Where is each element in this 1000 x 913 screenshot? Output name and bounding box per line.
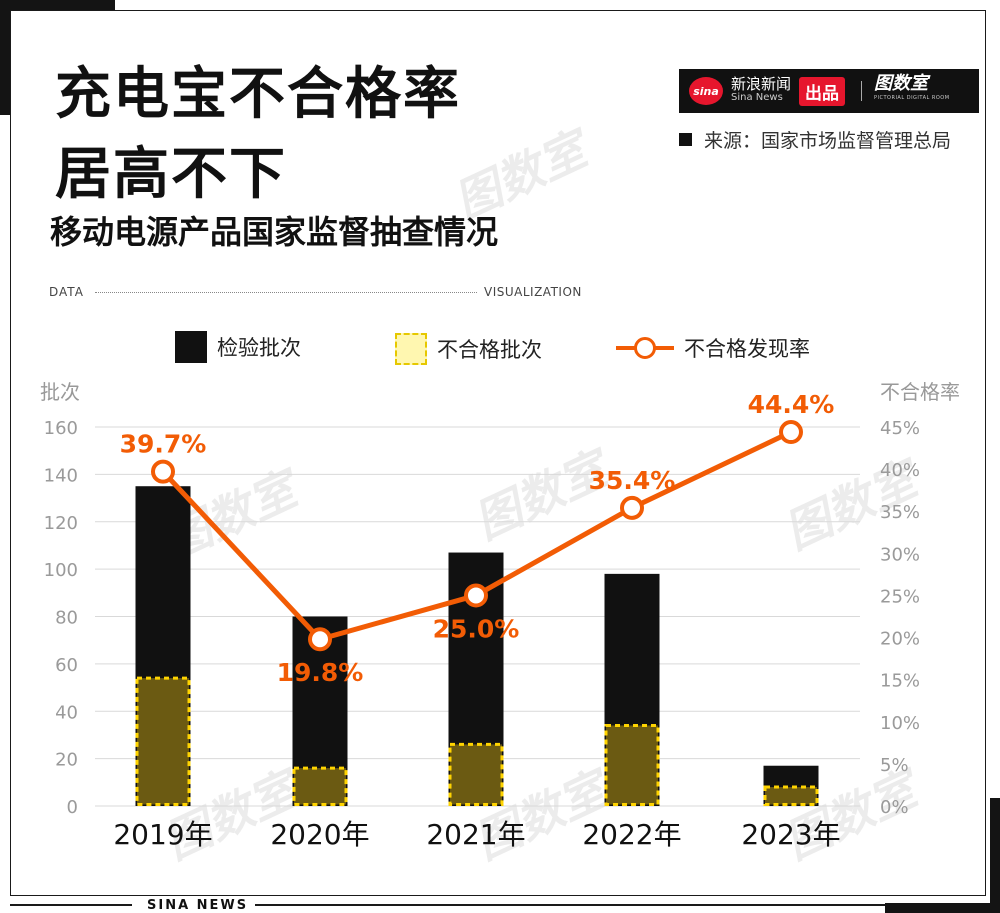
rate-marker bbox=[464, 583, 488, 608]
corner-bottom-right bbox=[885, 903, 1000, 913]
left-axis-title: 批次 bbox=[40, 380, 80, 404]
data-label: 39.7% bbox=[120, 430, 207, 459]
legend-item-unqualified: 不合格批次 bbox=[395, 333, 542, 365]
dotted-divider bbox=[95, 292, 477, 293]
page-title-line2: 居高不下 bbox=[55, 142, 287, 207]
legend-line-marker-icon bbox=[616, 333, 674, 363]
page-subtitle: 移动电源产品国家监督抽查情况 bbox=[50, 213, 499, 251]
legend-swatch-yellow bbox=[395, 333, 427, 365]
brand-name-en: Sina News bbox=[731, 92, 783, 103]
y-tick-label-right: 10% bbox=[880, 713, 920, 734]
divider-label-right: VISUALIZATION bbox=[484, 285, 582, 299]
bar-unqualified bbox=[763, 785, 819, 806]
source-text: 来源：国家市场监督管理总局 bbox=[704, 130, 952, 152]
y-tick-label-left: 20 bbox=[55, 750, 78, 771]
footer-rule-left bbox=[10, 904, 132, 906]
y-tick-label-right: 40% bbox=[880, 460, 920, 481]
divider-label-left: DATA bbox=[49, 285, 84, 299]
y-tick-label-left: 60 bbox=[55, 655, 78, 676]
y-tick-label-left: 140 bbox=[44, 465, 78, 486]
brand-bar: sina 新浪新闻 Sina News 出品 图数室 PICTORIAL DIG… bbox=[679, 69, 979, 113]
x-tick-label: 2022年 bbox=[582, 818, 681, 851]
brand-name: 新浪新闻 Sina News bbox=[731, 77, 791, 105]
footer-rule-right bbox=[255, 904, 885, 906]
corner-bottom-right-side bbox=[990, 798, 1000, 913]
data-label: 25.0% bbox=[433, 614, 520, 643]
brand-badge: 出品 bbox=[799, 76, 846, 106]
page-title-line1: 充电宝不合格率 bbox=[55, 62, 461, 127]
x-tick-label: 2021年 bbox=[426, 818, 525, 851]
studio-logo: 图数室 PICTORIAL DIGITAL ROOM bbox=[874, 73, 950, 105]
x-tick-label: 2020年 bbox=[270, 818, 369, 851]
data-label: 44.4% bbox=[748, 390, 835, 419]
legend-swatch-black bbox=[175, 331, 207, 363]
brand-name-cn: 新浪新闻 bbox=[731, 75, 792, 93]
legend-label: 不合格发现率 bbox=[684, 337, 810, 361]
studio-name: 图数室 bbox=[874, 73, 929, 94]
y-tick-label-right: 35% bbox=[880, 502, 920, 523]
legend-label: 检验批次 bbox=[217, 336, 301, 360]
rate-marker bbox=[308, 627, 332, 652]
x-tick-label: 2023年 bbox=[741, 818, 840, 851]
legend-label: 不合格批次 bbox=[437, 338, 542, 362]
footer-label: SINA NEWS bbox=[147, 898, 249, 913]
y-tick-label-left: 100 bbox=[44, 560, 78, 581]
source-note: 来源：国家市场监督管理总局 bbox=[679, 126, 951, 153]
legend-item-inspected: 检验批次 bbox=[175, 331, 301, 363]
y-tick-label-left: 120 bbox=[44, 513, 78, 534]
page-frame bbox=[10, 10, 986, 896]
corner-top-left-side bbox=[0, 0, 10, 115]
bar-unqualified bbox=[135, 676, 191, 807]
bar-unqualified bbox=[292, 766, 348, 806]
x-tick-label: 2019年 bbox=[113, 818, 212, 851]
right-axis-title: 不合格率 bbox=[880, 380, 960, 404]
y-tick-label-left: 80 bbox=[55, 608, 78, 629]
y-tick-label-left: 0 bbox=[67, 797, 78, 818]
y-tick-label-right: 30% bbox=[880, 544, 920, 565]
rate-marker bbox=[779, 420, 803, 445]
corner-top-left bbox=[0, 0, 115, 10]
data-label: 19.8% bbox=[277, 658, 364, 687]
legend-item-rate: 不合格发现率 bbox=[616, 333, 810, 363]
y-tick-label-right: 0% bbox=[880, 797, 909, 818]
data-label: 35.4% bbox=[589, 466, 676, 495]
studio-name-en: PICTORIAL DIGITAL ROOM bbox=[874, 95, 950, 101]
y-tick-label-right: 15% bbox=[880, 671, 920, 692]
brand-separator bbox=[861, 81, 863, 101]
bar-unqualified bbox=[448, 742, 504, 806]
y-tick-label-left: 160 bbox=[44, 418, 78, 439]
bar-unqualified bbox=[604, 723, 660, 807]
rate-marker bbox=[620, 495, 644, 520]
sina-logo-icon: sina bbox=[689, 77, 723, 105]
square-bullet-icon bbox=[679, 133, 692, 146]
y-tick-label-right: 5% bbox=[880, 755, 909, 776]
y-tick-label-right: 20% bbox=[880, 629, 920, 650]
rate-marker bbox=[151, 459, 175, 484]
y-tick-label-right: 25% bbox=[880, 586, 920, 607]
y-tick-label-right: 45% bbox=[880, 418, 920, 439]
y-tick-label-left: 40 bbox=[55, 702, 78, 723]
